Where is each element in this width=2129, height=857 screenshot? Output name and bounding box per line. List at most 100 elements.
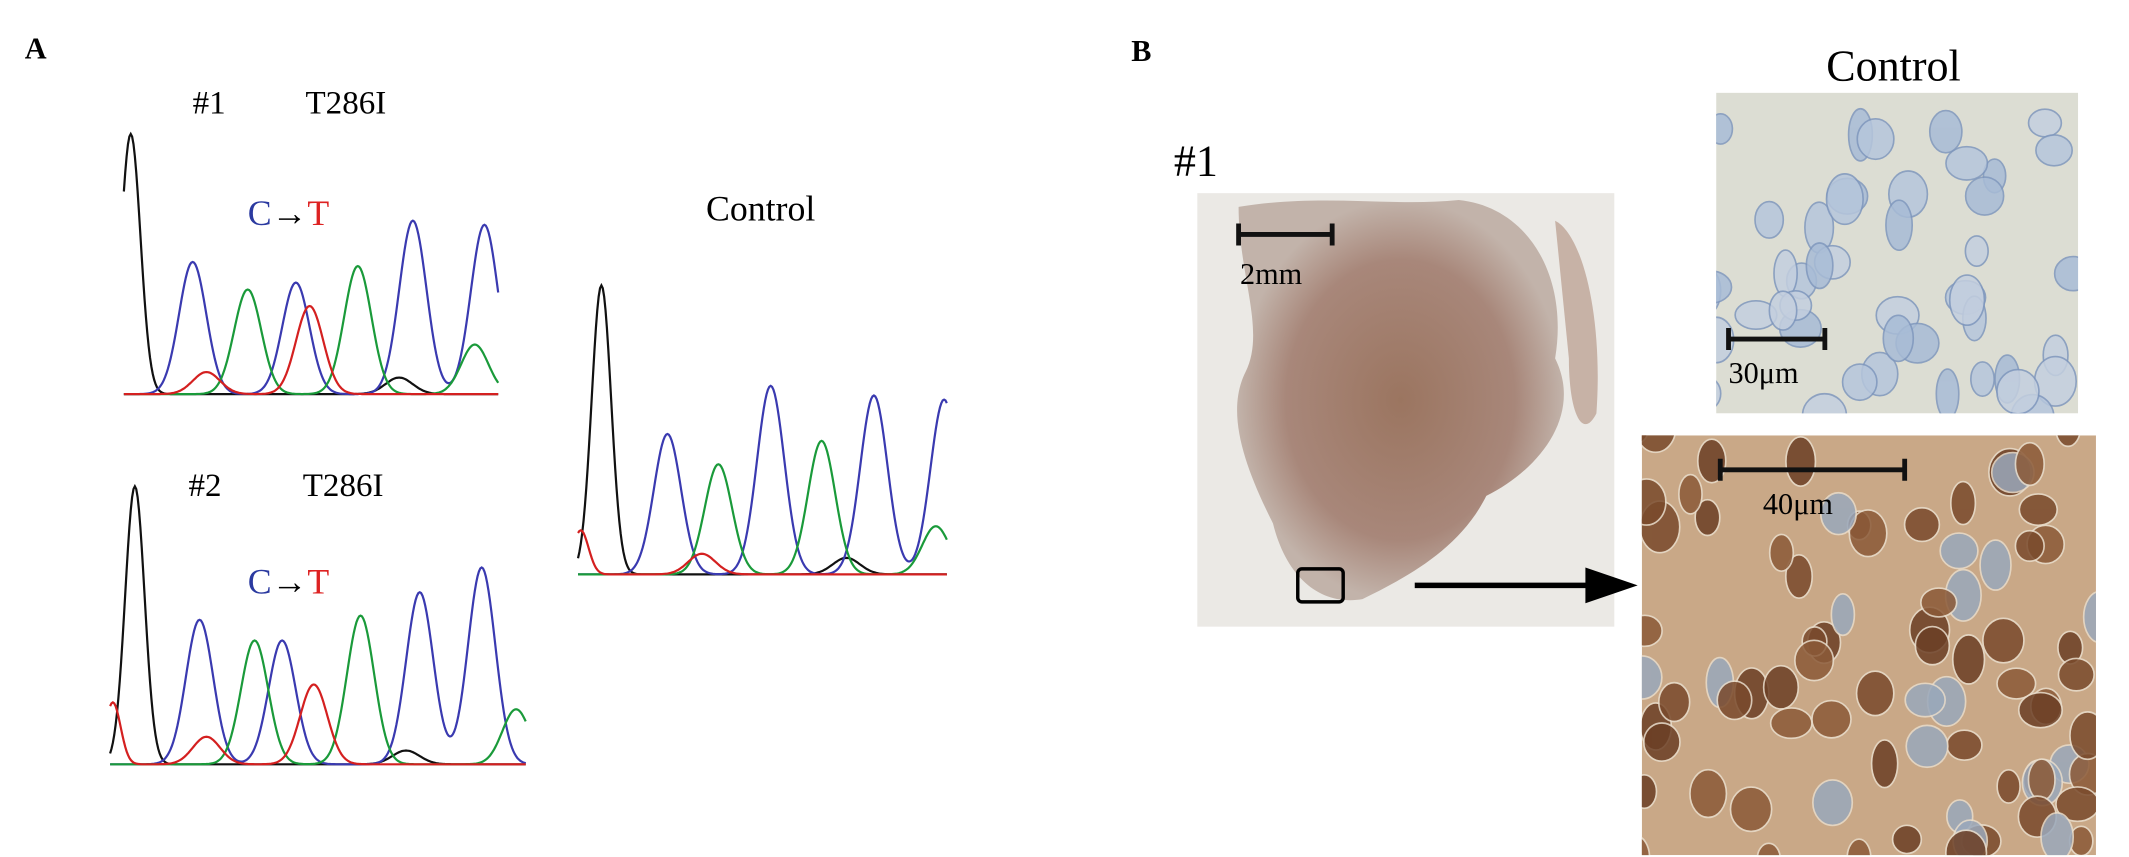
nucleus	[1657, 681, 1691, 723]
nucleus	[1919, 587, 1958, 618]
nucleus	[2027, 108, 2063, 138]
nucleus	[1756, 842, 1781, 856]
nucleus	[1716, 270, 1733, 304]
nucleus	[1729, 786, 1773, 833]
nucleus	[1762, 664, 1800, 710]
base-from: C	[248, 193, 272, 233]
trace	[109, 483, 526, 766]
nucleus	[1905, 724, 1949, 769]
nucleus	[1882, 314, 1915, 363]
nucleus	[1964, 176, 2005, 216]
trace	[110, 566, 527, 766]
scale-bar	[1236, 223, 1335, 246]
nucleus	[2053, 255, 2079, 292]
nucleus	[1848, 509, 1888, 558]
nucleus	[1856, 118, 1895, 161]
scale-bar	[1717, 458, 1908, 481]
mutation: T286I	[303, 468, 384, 504]
nucleus	[1870, 739, 1899, 789]
trace	[576, 282, 947, 576]
base-change: C→T	[248, 562, 330, 602]
nucleus	[1841, 363, 1878, 402]
base-from: C	[248, 562, 272, 602]
nucleus	[1641, 655, 1663, 700]
trace	[577, 529, 947, 576]
nucleus	[1801, 392, 1848, 414]
nucleus	[1982, 617, 2025, 664]
nucleus	[1678, 473, 1703, 515]
nucleus	[2018, 493, 2059, 527]
nucleus	[1716, 112, 1734, 145]
trace	[578, 439, 948, 576]
nucleus	[2069, 711, 2096, 761]
tissue-fragment	[1555, 220, 1598, 425]
scale-label: 30μm	[1729, 356, 1799, 390]
nucleus	[2035, 134, 2073, 167]
nucleus	[1768, 533, 1795, 572]
nucleus	[1996, 368, 2040, 414]
nucleus	[1948, 274, 1986, 327]
trace	[123, 304, 499, 396]
nucleus	[1689, 768, 1728, 819]
nucleus	[1812, 779, 1854, 827]
trace	[123, 219, 500, 396]
nucleus	[1949, 480, 1977, 526]
nucleus	[2014, 441, 2046, 487]
nucleus	[1944, 829, 1988, 856]
nucleus	[1641, 478, 1667, 526]
nucleus	[1979, 539, 2012, 591]
nucleus	[1716, 380, 1722, 407]
chromatograms	[109, 131, 948, 766]
arrow: →	[272, 193, 308, 233]
nucleus	[1768, 290, 1798, 331]
nucleus	[2055, 786, 2096, 823]
zoom-box	[1296, 567, 1345, 604]
trace	[122, 131, 499, 396]
nucleus	[1794, 639, 1835, 682]
mutation: T286I	[306, 85, 387, 121]
nucleus	[1996, 667, 2037, 700]
nucleus	[1904, 682, 1946, 718]
nucleus	[1885, 199, 1914, 252]
nucleus	[2057, 657, 2095, 692]
nucleus	[1830, 592, 1856, 637]
nucleus	[1825, 173, 1864, 226]
panel-label: A	[25, 31, 47, 65]
sample-id: #2	[189, 468, 222, 504]
nucleus	[1855, 670, 1895, 717]
nuclei	[1716, 107, 2079, 414]
nucleus	[2082, 591, 2096, 643]
arrow-head	[1585, 567, 1638, 604]
scale-bars	[1236, 223, 1908, 481]
arrow: →	[272, 562, 308, 602]
nucleus	[1805, 242, 1834, 290]
nucleus	[1951, 634, 1986, 685]
nucleus	[1945, 145, 1989, 181]
tissue-section	[1237, 200, 1564, 601]
nucleus	[2055, 435, 2081, 448]
nuclei	[1641, 435, 2096, 856]
nucleus	[1642, 722, 1681, 763]
scale-label: 40μm	[1763, 487, 1833, 521]
control-label: Control	[706, 189, 815, 229]
nucleus	[1935, 368, 1960, 414]
nucleus	[1846, 838, 1872, 856]
nucleus	[1641, 836, 1651, 856]
sample-id: #1	[193, 85, 226, 121]
nucleus	[1769, 707, 1813, 740]
nucleus	[1903, 506, 1941, 543]
sample-id: #1	[1174, 136, 1218, 185]
nucleus	[2017, 691, 2064, 729]
nucleus	[1641, 614, 1663, 648]
control-label: Control	[1826, 41, 1961, 90]
nucleus	[1773, 249, 1798, 298]
scale-bar	[1726, 328, 1828, 351]
nucleus	[1716, 680, 1753, 721]
trace	[109, 683, 526, 766]
nucleus	[1928, 109, 1963, 154]
nucleus	[1785, 435, 1817, 487]
nucleus	[1891, 824, 1923, 855]
nucleus	[2027, 758, 2056, 802]
